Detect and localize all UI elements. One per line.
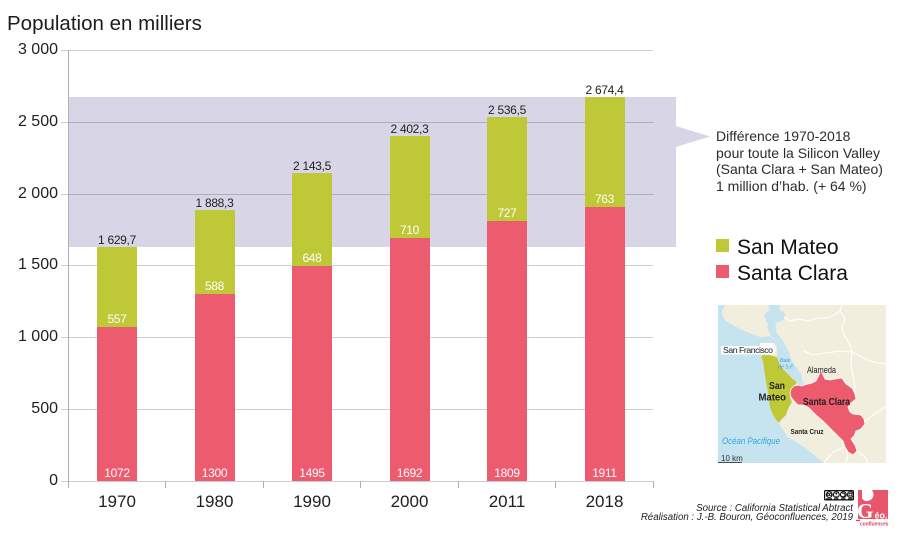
svg-text:10 km: 10 km — [721, 454, 743, 463]
svg-text:éo.: éo. — [875, 511, 888, 521]
svg-text:Alameda: Alameda — [807, 365, 836, 375]
svg-text:Mateo: Mateo — [759, 393, 787, 404]
svg-text:de S.F.: de S.F. — [778, 365, 794, 371]
svg-text:G: G — [857, 499, 873, 523]
svg-text:Santa Cruz: Santa Cruz — [791, 427, 824, 436]
svg-text:Santa Clara: Santa Clara — [803, 397, 850, 408]
svg-text:San: San — [769, 381, 785, 392]
svg-text:confluences: confluences — [860, 521, 889, 526]
svg-text:Baie: Baie — [780, 358, 790, 364]
svg-text:Océan Pacifique: Océan Pacifique — [722, 436, 780, 446]
svg-text:San Francisco: San Francisco — [723, 345, 773, 355]
